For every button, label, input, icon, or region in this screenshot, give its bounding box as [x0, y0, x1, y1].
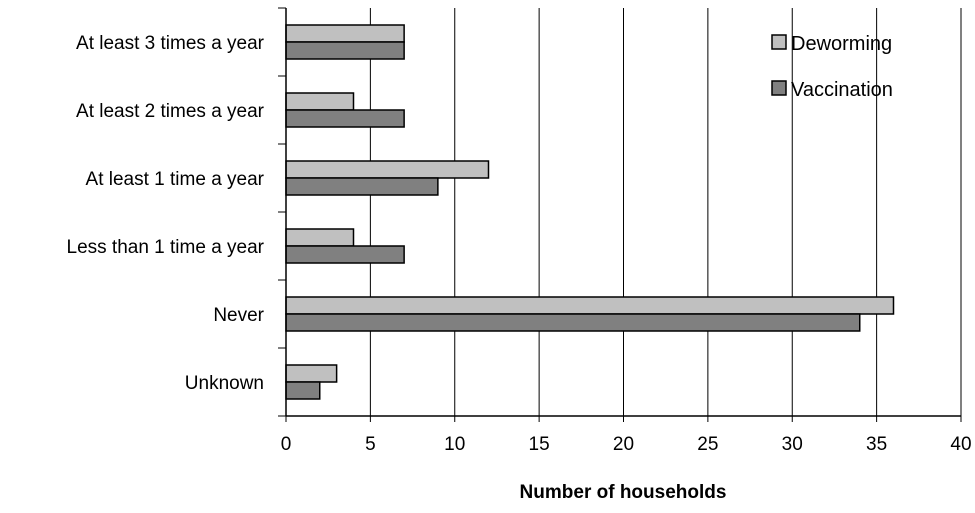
x-tick-label: 35: [866, 434, 887, 455]
x-tick-label: 25: [697, 434, 718, 455]
legend-swatch: [771, 34, 787, 50]
bars: [285, 24, 895, 400]
bar-vaccination: [285, 177, 439, 196]
bar-vaccination: [285, 313, 861, 332]
category-label: At least 1 time a year: [86, 169, 265, 190]
x-tick-label: 20: [613, 434, 634, 455]
bar-deworming: [285, 24, 405, 43]
bar-deworming: [285, 228, 355, 247]
legend-label: Vaccination: [791, 79, 893, 101]
category-label: Unknown: [185, 373, 264, 394]
x-tick-label: 15: [529, 434, 550, 455]
x-tick-label: 30: [782, 434, 803, 455]
legend-swatch: [771, 80, 787, 96]
category-label: Never: [213, 305, 264, 326]
bar-vaccination: [285, 245, 405, 264]
labels: 0 5 10 15 20 25 30 35 40 At least 3 times a year A…: [67, 33, 972, 455]
bar-vaccination: [285, 381, 321, 400]
axes: [278, 7, 962, 422]
x-tick-label: 10: [444, 434, 465, 455]
x-tick-label: 5: [365, 434, 376, 455]
x-tick-label: 0: [281, 434, 292, 455]
bar-vaccination: [285, 41, 405, 60]
bar-deworming: [285, 92, 355, 111]
bar-deworming: [285, 364, 338, 383]
bar-vaccination: [285, 109, 405, 128]
gridlines: [369, 8, 962, 416]
bar-deworming: [285, 296, 895, 315]
legend-label: Deworming: [791, 33, 892, 55]
legend: Deworming Vaccination: [771, 33, 893, 101]
category-label: At least 2 times a year: [76, 101, 265, 122]
category-label: Less than 1 time a year: [67, 237, 265, 258]
bar-deworming: [285, 160, 490, 179]
x-axis-title: Number of households: [520, 482, 727, 503]
category-label: At least 3 times a year: [76, 33, 265, 54]
x-tick-label: 40: [950, 434, 971, 455]
